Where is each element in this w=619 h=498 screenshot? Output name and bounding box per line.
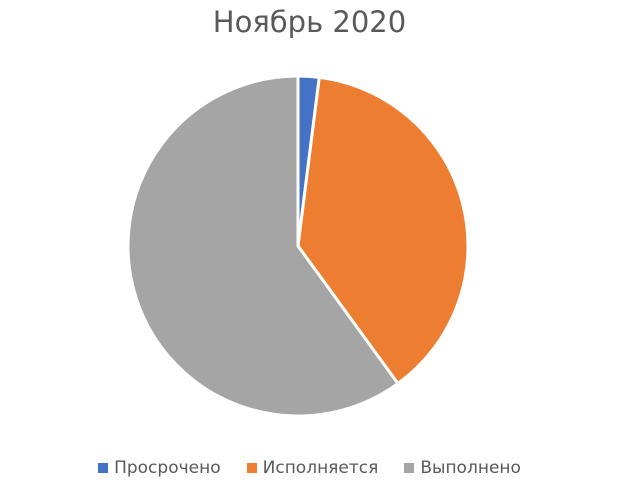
legend-item-in-progress: Исполняется [246,458,379,478]
legend-item-overdue: Просрочено [98,458,221,478]
chart-title: Ноябрь 2020 [212,5,407,39]
legend-swatch-in-progress [246,463,257,473]
pie-slice-in-progress [296,75,470,386]
legend-label-completed: Выполнено [420,458,521,478]
legend-swatch-overdue [98,463,109,473]
legend: Просрочено Исполняется Выполнено [0,458,619,478]
legend-item-completed: Выполнено [404,458,521,478]
legend-swatch-completed [404,463,415,473]
legend-label-overdue: Просрочено [114,458,221,478]
pie-slice-completed [126,74,400,418]
legend-label-in-progress: Исполняется [262,458,379,478]
